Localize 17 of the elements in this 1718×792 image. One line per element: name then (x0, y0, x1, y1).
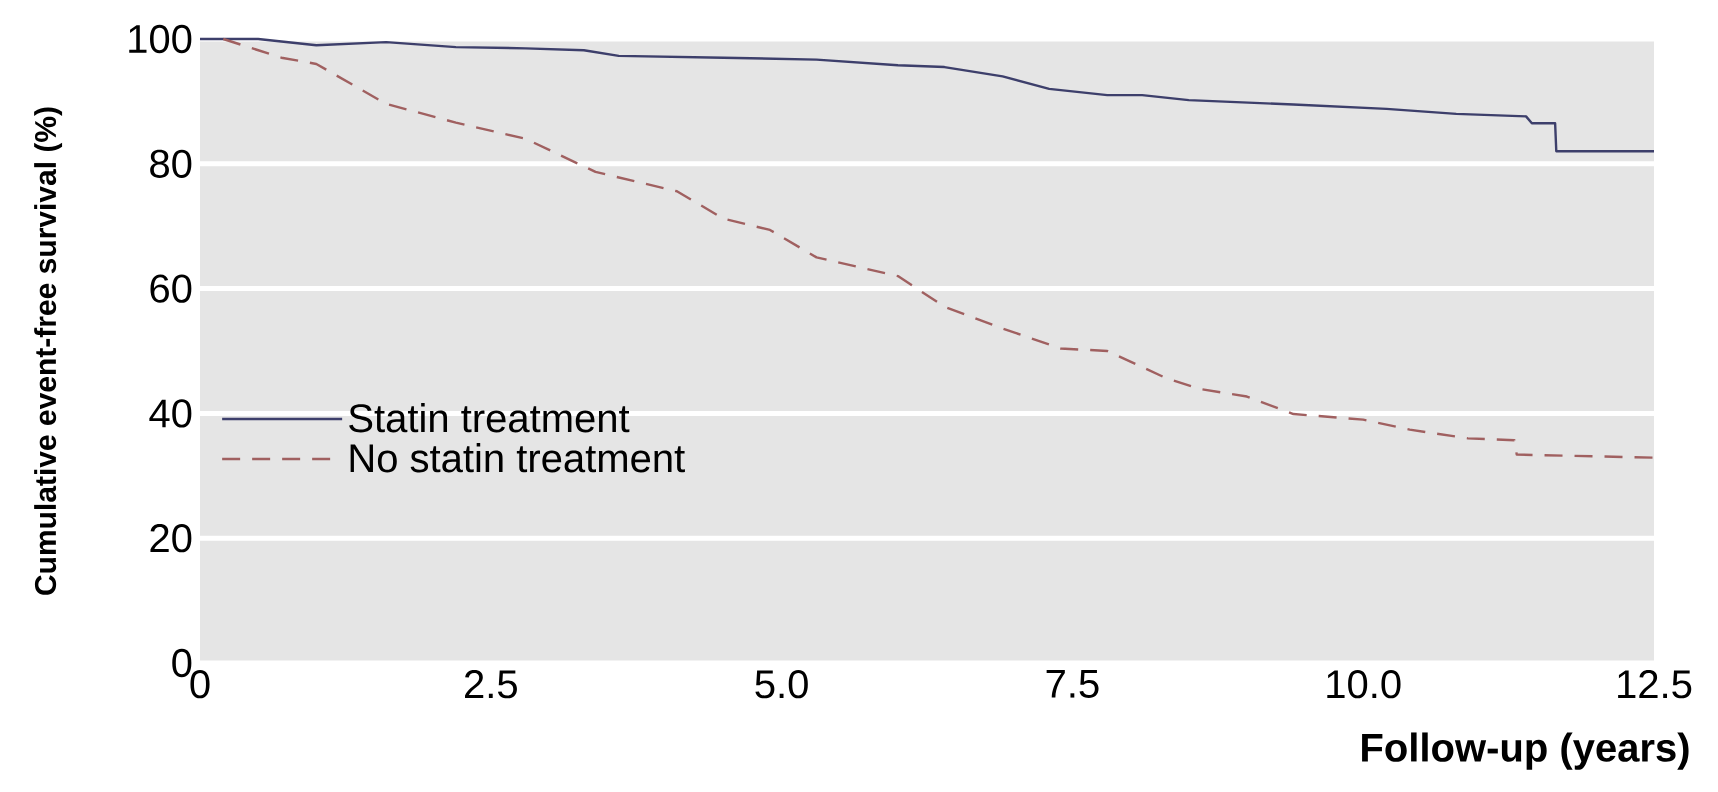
x-tick-label: 2.5 (465, 670, 517, 699)
legend-label: Statin treatment (349, 403, 630, 433)
legend-label: No statin treatment (350, 443, 685, 473)
x-tick-label: 7.5 (1046, 670, 1099, 698)
y-tick-label: 40 (149, 399, 192, 428)
y-tick-label: 20 (150, 524, 192, 553)
line-series (198, 37, 1656, 153)
x-tick-label: 5.0 (755, 670, 808, 699)
x-tick-label: 10.0 (1327, 670, 1401, 699)
x-tick-label: 0 (190, 670, 210, 699)
y-tick-label: 100 (129, 24, 192, 54)
y-tick-label: 60 (150, 274, 192, 303)
y-tick-label: 80 (150, 149, 192, 178)
x-axis-title: Follow-up (years) (1362, 732, 1689, 770)
x-tick-label: 12.5 (1618, 670, 1692, 699)
y-tick-label: 0 (172, 648, 192, 678)
y-axis-title: Cumulative event-free survival (%) (34, 107, 63, 595)
